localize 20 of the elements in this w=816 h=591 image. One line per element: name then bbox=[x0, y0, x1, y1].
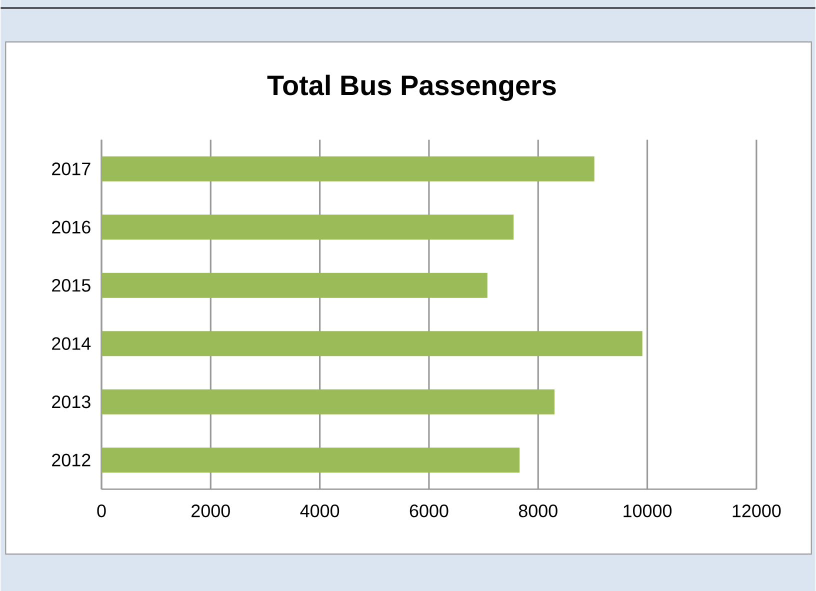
y-tick-label: 2012 bbox=[52, 454, 90, 466]
x-tick-label: 8000 bbox=[518, 504, 558, 518]
y-tick-label: 2017 bbox=[52, 162, 90, 176]
bar bbox=[102, 389, 554, 414]
y-tick-label: 2016 bbox=[52, 220, 90, 234]
y-tick-label: 2014 bbox=[52, 337, 91, 350]
bar bbox=[102, 156, 594, 182]
x-tick-label: 6000 bbox=[410, 504, 448, 518]
bar bbox=[102, 214, 514, 240]
x-tick-label: 10000 bbox=[624, 504, 672, 518]
x-tick-label: 2000 bbox=[192, 504, 230, 518]
bar bbox=[102, 272, 488, 298]
bar bbox=[102, 448, 520, 473]
y-tick-label: 2015 bbox=[52, 279, 90, 292]
x-tick-label: 0 bbox=[97, 504, 106, 518]
x-tick-label: 4000 bbox=[300, 504, 340, 518]
y-tick-label: 2013 bbox=[52, 395, 90, 408]
x-tick-label: 12000 bbox=[732, 504, 781, 518]
chart-title: Total Bus Passengers bbox=[267, 74, 556, 101]
bar bbox=[102, 331, 642, 356]
